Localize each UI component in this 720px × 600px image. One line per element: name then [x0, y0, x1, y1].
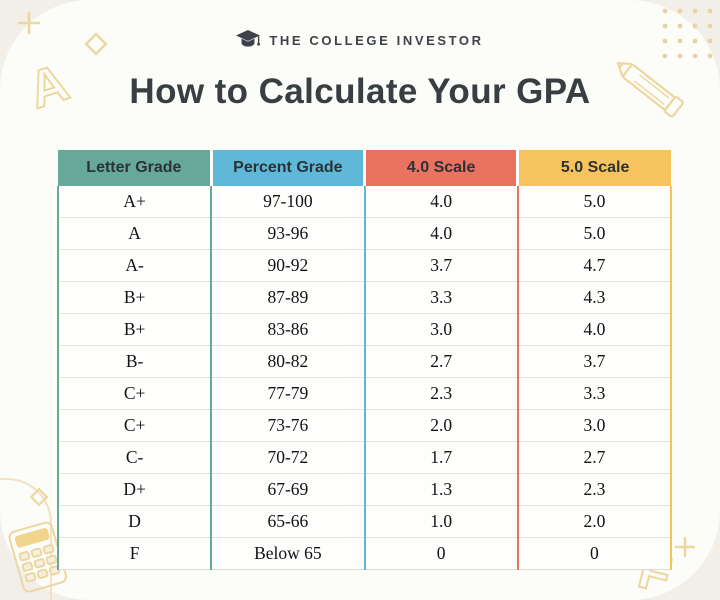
table-cell: 67-69 [211, 473, 366, 506]
gpa-table-body: A+ 97-100 4.0 5.0 A 93-96 4.0 5.0 A- 90-92 3.7 4.7 B… [56, 186, 673, 570]
table-cell: A [56, 217, 213, 250]
table-cell: D+ [56, 473, 213, 506]
table-cell: 77-79 [211, 377, 366, 410]
table-cell: 4.0 [517, 313, 673, 346]
table-cell: 3.3 [364, 281, 519, 314]
table-row: F Below 65 0 0 [56, 537, 673, 570]
table-cell: 2.3 [517, 473, 673, 506]
table-row: D 65-66 1.0 2.0 [56, 505, 673, 538]
table-cell: D [56, 505, 213, 538]
table-cell: 4.3 [517, 281, 673, 314]
table-cell: 65-66 [211, 505, 366, 538]
gpa-table: Letter Grade Percent Grade 4.0 Scale 5.0 Sc… [56, 150, 673, 570]
brand-name: THE COLLEGE INVESTOR [269, 32, 484, 48]
table-cell: 3.7 [517, 345, 673, 378]
gpa-table-container: Letter Grade Percent Grade 4.0 Scale 5.0 Sc… [56, 150, 673, 570]
table-cell: A+ [56, 186, 213, 218]
table-cell: 1.7 [364, 441, 519, 474]
table-cell: 2.0 [517, 505, 673, 538]
table-cell: 3.0 [517, 409, 673, 442]
table-cell: 4.0 [364, 186, 519, 218]
table-row: A- 90-92 3.7 4.7 [56, 249, 673, 282]
table-cell: 4.7 [517, 249, 673, 282]
column-header: 4.0 Scale [362, 150, 518, 186]
table-row: C+ 73-76 2.0 3.0 [56, 409, 673, 442]
table-cell: 2.7 [517, 441, 673, 474]
table-cell: 1.0 [364, 505, 519, 538]
table-cell: C+ [56, 377, 213, 410]
column-header: 5.0 Scale [516, 150, 671, 186]
table-cell: 70-72 [211, 441, 366, 474]
table-cell: 4.0 [364, 217, 519, 250]
table-cell: F [56, 537, 213, 570]
table-cell: B- [56, 345, 213, 378]
table-cell: 2.7 [364, 345, 519, 378]
table-row: A+ 97-100 4.0 5.0 [56, 186, 673, 218]
table-row: C+ 77-79 2.3 3.3 [56, 377, 673, 410]
gpa-table-header: Letter Grade Percent Grade 4.0 Scale 5.0 Sc… [58, 150, 671, 186]
page-title: How to Calculate Your GPA [129, 72, 591, 111]
table-cell: 3.7 [364, 249, 519, 282]
table-row: B- 80-82 2.7 3.7 [56, 345, 673, 378]
table-cell: 83-86 [211, 313, 366, 346]
table-cell: Below 65 [211, 537, 366, 570]
table-cell: 3.0 [364, 313, 519, 346]
table-row: B+ 87-89 3.3 4.3 [56, 281, 673, 314]
brand-logo: THE COLLEGE INVESTOR [0, 30, 720, 50]
table-cell: A- [56, 249, 213, 282]
table-cell: C- [56, 441, 213, 474]
table-cell: 3.3 [517, 377, 673, 410]
table-cell: 80-82 [211, 345, 366, 378]
table-cell: B+ [56, 313, 213, 346]
table-row: B+ 83-86 3.0 4.0 [56, 313, 673, 346]
table-row: A 93-96 4.0 5.0 [56, 217, 673, 250]
table-cell: 87-89 [211, 281, 366, 314]
header-row: Letter Grade Percent Grade 4.0 Scale 5.0 Sc… [58, 150, 671, 186]
table-cell: 5.0 [517, 217, 673, 250]
column-header: Letter Grade [58, 150, 212, 186]
graduation-cap-icon [236, 30, 261, 47]
table-cell: 5.0 [517, 186, 673, 218]
table-cell: 2.3 [364, 377, 519, 410]
table-cell: 73-76 [211, 409, 366, 442]
table-cell: C+ [56, 409, 213, 442]
table-cell: 1.3 [364, 473, 519, 506]
column-header: Percent Grade [209, 150, 365, 186]
table-cell: 93-96 [211, 217, 366, 250]
table-row: C- 70-72 1.7 2.7 [56, 441, 673, 474]
table-cell: 97-100 [211, 186, 366, 218]
table-row: D+ 67-69 1.3 2.3 [56, 473, 673, 506]
table-cell: 0 [364, 537, 519, 570]
table-cell: 0 [517, 537, 673, 570]
table-cell: 90-92 [211, 249, 366, 282]
table-cell: 2.0 [364, 409, 519, 442]
table-cell: B+ [56, 281, 213, 314]
